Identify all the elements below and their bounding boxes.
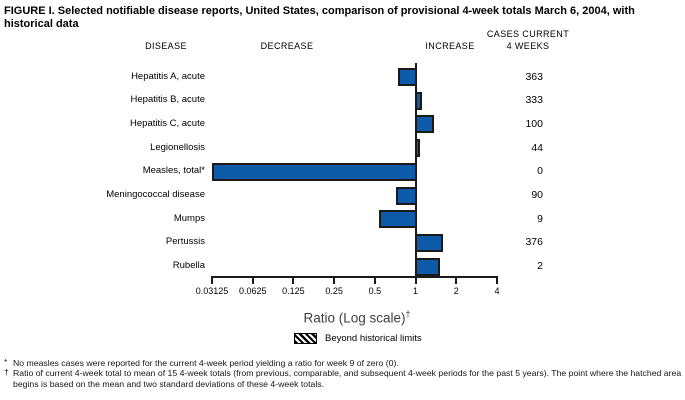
cases-value: 90: [531, 189, 543, 201]
disease-label: Hepatitis B, acute: [130, 94, 205, 106]
cases-value: 0: [537, 165, 543, 178]
hatched-swatch-icon: [294, 333, 317, 344]
ratio-bar: [212, 162, 417, 181]
cases-value: 9: [537, 212, 543, 225]
column-header-cases-current: CASES CURRENT: [486, 29, 570, 39]
x-axis-label: Ratio (Log scale)†: [303, 309, 411, 326]
ratio-bar: [396, 186, 417, 205]
x-axis-tick-label: 2: [453, 286, 459, 296]
x-axis-line: [211, 276, 498, 278]
footnote-ratio: † Ratio of current 4-week total to mean …: [4, 367, 682, 389]
disease-label: Mumps: [173, 212, 205, 224]
x-axis-tick: [211, 276, 213, 284]
figure-title: FIGURE I. Selected notifiable disease re…: [4, 5, 635, 30]
x-axis-tick-label: 0.0625: [238, 286, 267, 296]
x-axis-tick: [333, 276, 336, 284]
x-axis-tick: [414, 276, 417, 284]
column-header-increase: INCREASE: [425, 41, 475, 51]
disease-label: Meningococcal disease: [106, 189, 205, 200]
chart-legend: Beyond historical limits: [294, 333, 422, 344]
footnote-marker-dagger: †: [4, 367, 9, 378]
disease-label: Pertussis: [165, 236, 205, 248]
disease-label: Hepatitis A, acute: [131, 70, 205, 82]
ratio-bar: [414, 257, 441, 276]
column-header-decrease: DECREASE: [260, 41, 314, 51]
disease-label: Legionellosis: [150, 141, 205, 153]
column-header-4-weeks: 4 WEEKS: [506, 41, 550, 51]
x-axis-tick: [455, 276, 458, 284]
x-axis-tick: [496, 276, 498, 284]
x-axis-tick-label: 1: [413, 286, 419, 296]
cases-value: 100: [525, 117, 543, 130]
dagger-superscript: †: [405, 309, 411, 319]
x-axis-tick-label: 0.25: [325, 286, 343, 296]
cases-value: 2: [537, 260, 543, 273]
x-axis-tick-label: 0.5: [368, 286, 382, 296]
legend-label: Beyond historical limits: [325, 333, 422, 344]
x-axis-tick-label: 0.125: [282, 286, 305, 296]
ratio-bar: [414, 115, 435, 134]
x-axis-tick: [251, 276, 254, 284]
cases-value: 363: [525, 70, 543, 83]
footnote-text: Ratio of current 4-week total to mean of…: [13, 368, 682, 389]
disease-label: Hepatitis C, acute: [130, 117, 205, 129]
footnote-marker-asterisk: *: [4, 357, 8, 367]
x-axis-tick: [373, 276, 376, 284]
footnote-text: No measles cases were reported for the c…: [13, 358, 399, 368]
footnotes: * No measles cases were reported for the…: [4, 357, 682, 389]
cases-value: 333: [525, 94, 543, 107]
x-axis-tick: [292, 276, 295, 284]
ratio-bar: [414, 233, 443, 252]
ratio-bar: [379, 210, 417, 229]
x-axis-tick-label: 0.03125: [195, 286, 229, 296]
column-header-disease: DISEASE: [145, 41, 187, 51]
cases-value: 44: [531, 141, 543, 154]
disease-label: Measles, total*: [142, 165, 205, 177]
baseline-rule: [414, 63, 417, 278]
x-axis-tick-label: 4: [494, 286, 500, 296]
cases-value: 376: [525, 236, 543, 249]
footnote-measles: * No measles cases were reported for the…: [4, 357, 682, 368]
disease-label: Rubella: [172, 260, 205, 272]
